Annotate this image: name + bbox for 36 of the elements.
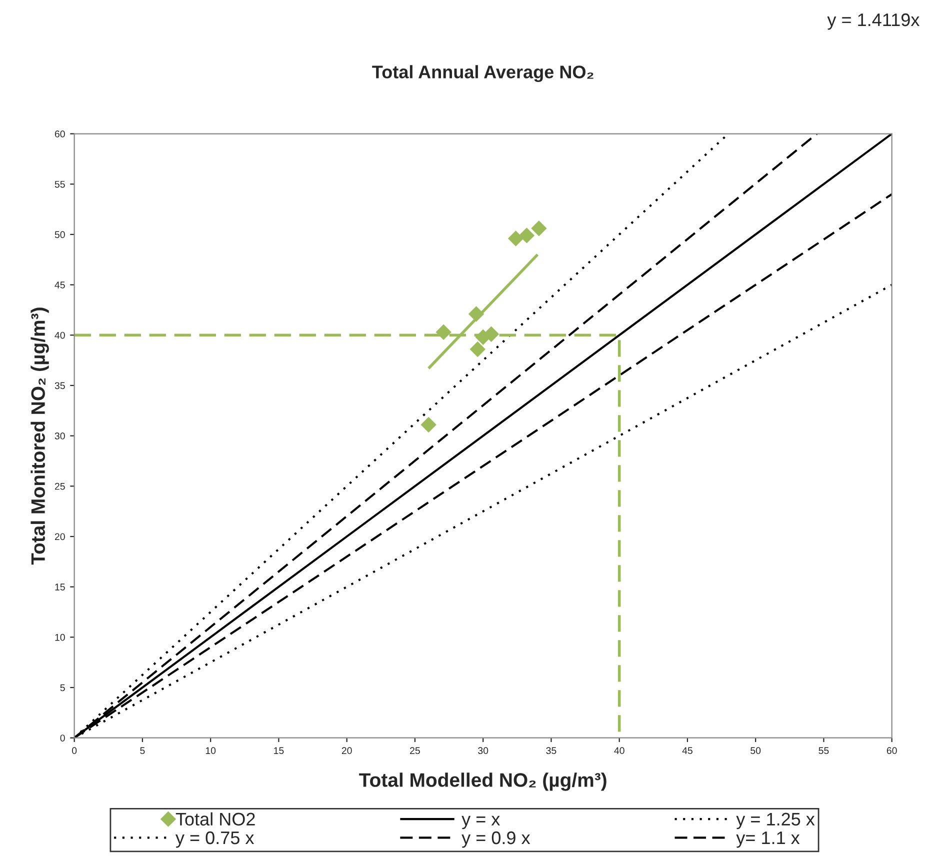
legend-label: y = 0.9 x	[462, 831, 530, 848]
legend-label: y = 1.25 x	[736, 812, 815, 830]
y-tick-label: 15	[55, 584, 65, 590]
x-tick-label: 40	[614, 747, 624, 754]
legend-label: y = 0.75 x	[176, 831, 254, 848]
legend-label: Total NO2	[176, 812, 255, 826]
x-tick-label: 45	[682, 747, 692, 754]
y-tick-label: 0	[60, 734, 65, 742]
x-tick-label: 20	[342, 747, 352, 754]
x-tick-label: 60	[886, 747, 897, 754]
y-tick-label: 55	[54, 180, 65, 188]
x-tick-label: 50	[750, 747, 761, 754]
y-tick-label: 10	[55, 634, 65, 641]
y-axis-title: Total Monitored NO₂ (µg/m³)	[30, 308, 49, 565]
y-tick-label: 40	[54, 332, 65, 339]
text: y = 1.4119x	[827, 13, 920, 30]
y-tick-label: 50	[54, 231, 65, 238]
x-tick-label: 30	[478, 747, 488, 754]
x-tick-label: 5	[140, 747, 145, 754]
legend-label: y= 1.1 x	[736, 832, 800, 848]
y-tick-label: 20	[54, 533, 65, 540]
y-tick-label: 30	[54, 432, 65, 440]
x-tick-label: 15	[274, 747, 284, 754]
legend-label: y = x	[462, 816, 500, 830]
chart-title: Total Annual Average NO₂	[372, 65, 594, 82]
y-tick-label: 5	[60, 684, 65, 692]
x-tick-label: 25	[410, 747, 420, 754]
x-tick-label: 35	[546, 747, 556, 754]
y-tick-label: 45	[54, 282, 65, 288]
x-tick-label: 55	[818, 747, 829, 754]
y-tick-label: 60	[54, 130, 65, 138]
y-tick-label: 25	[54, 482, 65, 490]
y-tick-label: 35	[54, 382, 65, 390]
x-tick-label: 10	[206, 747, 216, 754]
x-tick-label: 0	[72, 747, 77, 754]
x-axis-title: Total Modelled NO₂ (µg/m³)	[359, 772, 606, 791]
